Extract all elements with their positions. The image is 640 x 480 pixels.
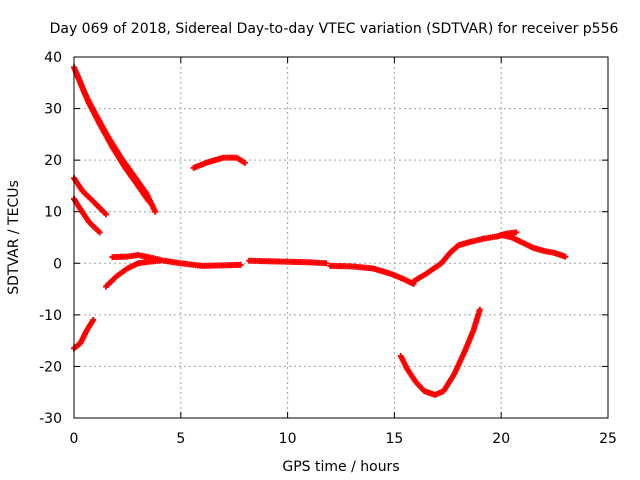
y-tick-label: 40 (44, 50, 62, 66)
chart-title: Day 069 of 2018, Sidereal Day-to-day VTE… (50, 21, 619, 37)
grid-lines (74, 57, 608, 418)
y-tick-label: -30 (39, 411, 62, 427)
data-point (103, 211, 110, 218)
x-axis-label: GPS time / hours (282, 459, 399, 475)
data-point (513, 229, 520, 236)
series-track-10 (327, 262, 417, 287)
x-tick-label: 10 (279, 431, 297, 447)
series-track-2 (73, 69, 159, 215)
x-tick-label: 25 (599, 431, 617, 447)
y-tick-label: 20 (44, 153, 62, 169)
y-axis-label: SDTVAR / TECUs (6, 180, 22, 295)
data-point (562, 253, 569, 260)
series-track-7 (109, 252, 244, 269)
data-point (323, 260, 330, 267)
data-point (96, 229, 103, 236)
series-track-6 (103, 257, 163, 290)
y-axis-ticks: -30 -20 -10 0 10 20 30 40 (39, 50, 608, 427)
x-tick-label: 0 (70, 431, 79, 447)
series-track-13 (397, 306, 483, 398)
x-tick-label: 15 (385, 431, 403, 447)
y-tick-label: -10 (39, 308, 62, 324)
y-tick-label: 0 (53, 256, 62, 272)
data-point (237, 261, 244, 268)
x-tick-label: 20 (492, 431, 510, 447)
data-point (476, 306, 483, 313)
series-track-8 (190, 154, 248, 171)
y-tick-label: 10 (44, 205, 62, 221)
y-tick-label: -20 (39, 359, 62, 375)
series-track-3 (71, 175, 110, 218)
data-points (71, 64, 569, 398)
data-point (152, 208, 159, 215)
data-point (90, 317, 97, 324)
data-point (241, 159, 248, 166)
series-track-12 (498, 231, 569, 260)
x-axis-ticks: 0 5 10 15 20 25 (70, 57, 617, 447)
plot-frame (73, 56, 609, 419)
series-track-9 (246, 257, 330, 267)
x-tick-label: 5 (176, 431, 185, 447)
series-track-5 (71, 317, 97, 352)
series-track-4 (71, 195, 103, 236)
y-tick-label: 30 (44, 102, 62, 118)
